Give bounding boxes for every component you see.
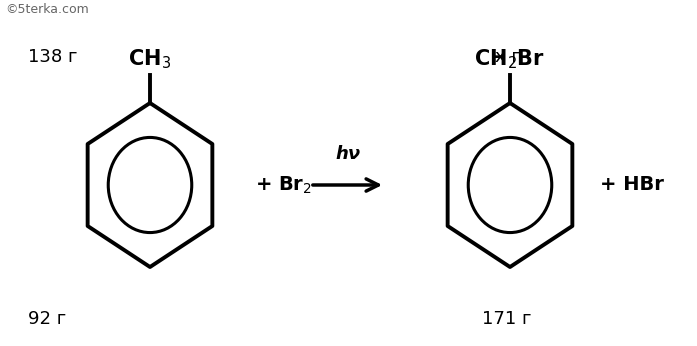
Text: CH$_2$Br: CH$_2$Br [475,47,546,71]
Text: CH$_3$: CH$_3$ [128,47,171,71]
Text: x г: x г [495,48,521,66]
Text: 92 г: 92 г [28,310,66,328]
Text: + HBr: + HBr [600,175,664,194]
Text: 171 г: 171 г [482,310,532,328]
Text: hν: hν [335,145,360,163]
Text: ©5terka.com: ©5terka.com [5,3,89,16]
Text: + Br$_2$: + Br$_2$ [255,174,312,195]
Text: 138 г: 138 г [28,48,77,66]
